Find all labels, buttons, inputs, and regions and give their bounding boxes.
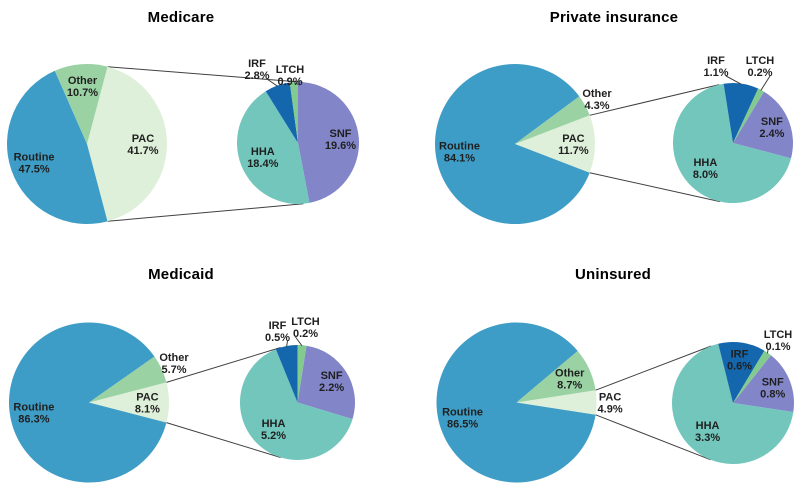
bottom-connector-line <box>107 203 304 222</box>
medicaid-label-other: Other 5.7% <box>159 352 189 376</box>
label-leader-line <box>760 75 771 91</box>
panel-title-private-insurance: Private insurance <box>549 9 679 26</box>
bottom-connector-line <box>589 172 721 203</box>
uninsured-breakdown-slice-ltch <box>733 350 771 403</box>
private-insurance-label-pac: PAC 11.7% <box>558 133 589 157</box>
private-insurance-breakdown-slice-hha <box>673 83 791 204</box>
medicaid-breakdown-label-hha: HHA 5.2% <box>261 418 286 442</box>
medicare-label-pac: PAC 41.7% <box>127 133 158 157</box>
uninsured-label-pac: PAC 4.9% <box>598 392 623 416</box>
panel-title-uninsured: Uninsured <box>575 266 651 283</box>
uninsured-label-routine: Routine 86.5% <box>442 407 483 431</box>
medicaid-breakdown-slice-snf <box>297 345 355 420</box>
panel-title-medicaid: Medicaid <box>148 266 214 283</box>
medicaid-slice-other <box>89 356 167 403</box>
uninsured-label-other: Other 8.7% <box>555 367 585 391</box>
medicare-slice-other <box>54 64 108 144</box>
medicaid-breakdown-label-snf: SNF 2.2% <box>319 370 344 394</box>
medicare-breakdown-label-irf: IRF 2.8% <box>244 58 269 82</box>
top-connector-line <box>595 345 712 391</box>
label-leader-line <box>266 78 278 87</box>
medicare-breakdown-slice-snf <box>298 82 359 203</box>
panel-private-insurance: Routine 84.1% PAC 11.7% Other 4.3% SNF 2.4% HHA 8… <box>435 55 794 224</box>
medicare-breakdown-label-ltch: LTCH 0.9% <box>276 64 305 88</box>
private-insurance-slice-pac <box>515 115 596 173</box>
medicare-slice-routine <box>6 70 108 224</box>
top-connector-line <box>589 84 720 116</box>
medicare-breakdown-slice-hha <box>237 91 310 204</box>
private-insurance-breakdown-slice-snf <box>733 91 794 159</box>
uninsured-slice-other <box>516 350 596 403</box>
label-leader-line <box>286 340 288 347</box>
uninsured-breakdown-slice-irf <box>718 341 765 403</box>
top-connector-line <box>166 347 281 383</box>
private-insurance-breakdown-label-irf: IRF 1.1% <box>703 55 728 79</box>
panel-medicare: Routine 47.5% PAC 41.7% Other 10.7% SNF 19.6% HH… <box>6 58 359 224</box>
private-insurance-slice-routine <box>435 63 590 224</box>
medicare-label-routine: Routine 47.5% <box>14 152 55 176</box>
uninsured-slice-routine <box>436 322 596 483</box>
top-connector-line <box>107 66 303 83</box>
medicaid-label-routine: Routine 86.3% <box>13 402 54 426</box>
private-insurance-breakdown-slice-ltch <box>733 88 764 143</box>
medicaid-label-pac: PAC 8.1% <box>135 392 160 416</box>
private-insurance-slice-other <box>515 96 590 144</box>
medicaid-breakdown-slice-ltch <box>297 345 307 403</box>
label-leader-line <box>293 82 301 86</box>
medicaid-breakdown-label-irf: IRF 0.5% <box>265 320 290 344</box>
private-insurance-breakdown-label-ltch: LTCH 0.2% <box>746 55 775 79</box>
medicaid-slice-pac <box>89 382 170 423</box>
panel-medicaid: Routine 86.3% PAC 8.1% Other 5.7% SNF 2.2% HHA 5.… <box>9 316 355 483</box>
medicare-breakdown-label-snf: SNF 19.6% <box>325 128 356 152</box>
label-leader-line <box>725 75 742 85</box>
label-leader-line <box>766 349 769 354</box>
uninsured-breakdown-label-snf: SNF 0.8% <box>760 376 785 400</box>
bottom-connector-line <box>166 422 281 458</box>
medicare-breakdown-label-hha: HHA 18.4% <box>247 146 278 170</box>
uninsured-breakdown-slice-hha <box>672 343 794 464</box>
medicare-slice-pac <box>87 66 167 222</box>
panel-uninsured: Routine 86.5% PAC 4.9% Other 8.7% SNF 0.8% HHA 3.… <box>436 322 795 483</box>
private-insurance-label-routine: Routine 84.1% <box>439 141 480 165</box>
uninsured-breakdown-label-irf: IRF 0.6% <box>727 349 752 373</box>
uninsured-breakdown-slice-snf <box>733 355 795 413</box>
private-insurance-breakdown-label-snf: SNF 2.4% <box>759 116 784 140</box>
medicare-breakdown-slice-ltch <box>289 82 298 143</box>
private-insurance-breakdown-slice-irf <box>723 82 759 143</box>
private-insurance-breakdown-label-hha: HHA 8.0% <box>693 157 718 181</box>
uninsured-breakdown-label-ltch: LTCH 0.1% <box>764 329 793 353</box>
medicaid-breakdown-slice-irf <box>275 344 298 403</box>
label-leader-line <box>295 336 303 347</box>
uninsured-slice-pac <box>516 390 597 415</box>
medicare-label-other: Other 10.7% <box>67 75 98 99</box>
panel-title-medicare: Medicare <box>147 9 215 26</box>
medicare-breakdown-slice-irf <box>265 82 298 143</box>
private-insurance-label-other: Other 4.3% <box>582 88 612 112</box>
medicaid-slice-routine <box>9 322 167 483</box>
medicaid-breakdown-slice-hha <box>239 349 353 461</box>
bottom-connector-line <box>595 414 711 461</box>
uninsured-breakdown-label-hha: HHA 3.3% <box>695 420 720 444</box>
medicaid-breakdown-label-ltch: LTCH 0.2% <box>291 316 320 340</box>
